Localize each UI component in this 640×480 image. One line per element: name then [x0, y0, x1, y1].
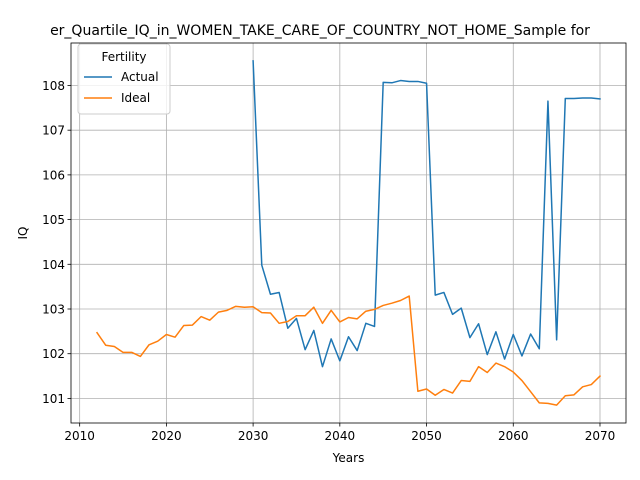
x-tick-label: 2070	[585, 429, 616, 443]
legend-title: Fertility	[101, 50, 146, 64]
legend: Fertility Actual Ideal	[77, 43, 171, 115]
y-axis-label: IQ	[16, 227, 30, 240]
y-tick-label: 106	[42, 168, 65, 182]
x-tick-label: 2010	[64, 429, 95, 443]
y-axis: 101 102 103 104 105 106 107 108	[42, 79, 71, 406]
chart-title: er_Quartile_IQ_in_WOMEN_TAKE_CARE_OF_COU…	[50, 23, 590, 39]
series-line-actual	[252, 60, 601, 368]
x-axis: 2010 2020 2030 2040 2050 2060 2070	[64, 423, 615, 443]
x-tick-label: 2040	[325, 429, 356, 443]
x-axis-label: Years	[332, 451, 365, 465]
series-layer	[95, 60, 602, 406]
legend-box	[77, 43, 171, 115]
y-tick-label: 104	[42, 258, 65, 272]
series-line-ideal	[95, 295, 602, 406]
plot-frame	[70, 42, 627, 424]
legend-label-actual: Actual	[121, 70, 159, 84]
y-tick-label: 101	[42, 392, 65, 406]
y-tick-label: 102	[42, 347, 65, 361]
x-tick-label: 2020	[151, 429, 182, 443]
y-tick-label: 105	[42, 213, 65, 227]
legend-label-ideal: Ideal	[121, 91, 150, 105]
y-tick-label: 103	[42, 303, 65, 317]
x-tick-label: 2030	[238, 429, 269, 443]
grid-lines	[71, 43, 626, 423]
x-tick-label: 2050	[411, 429, 442, 443]
x-tick-label: 2060	[498, 429, 529, 443]
y-tick-label: 107	[42, 124, 65, 138]
y-tick-label: 108	[42, 79, 65, 93]
